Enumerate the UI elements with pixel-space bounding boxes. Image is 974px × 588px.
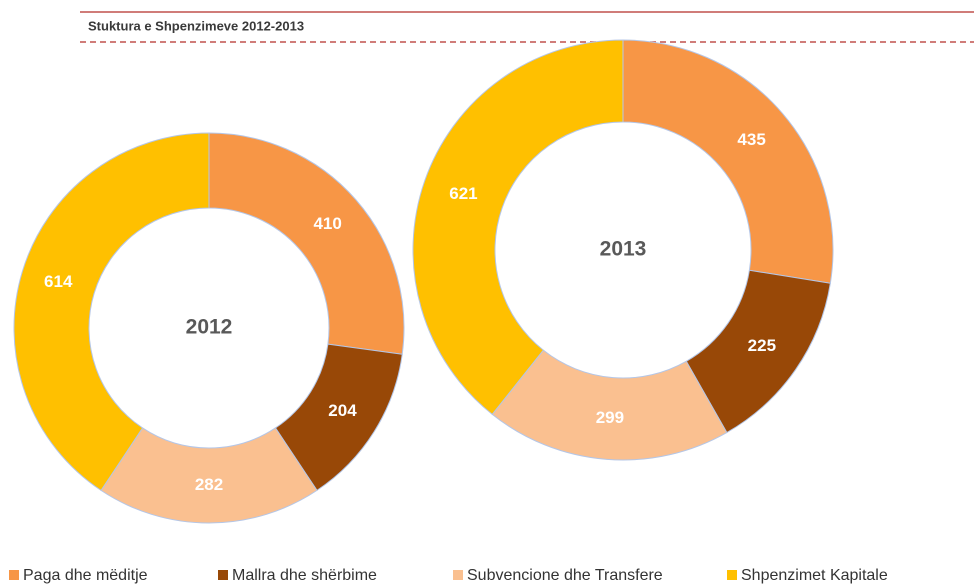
- legend-label: Subvencione dhe Transfere: [467, 567, 663, 584]
- legend-swatch: [218, 570, 228, 580]
- legend-label: Paga dhe mëditje: [23, 567, 148, 584]
- legend-swatch: [9, 570, 19, 580]
- segment-label: 204: [328, 401, 357, 420]
- center-label: 2012: [186, 316, 233, 339]
- chart-title: Stuktura e Shpenzimeve 2012-2013: [88, 18, 304, 33]
- segment-label: 614: [44, 272, 73, 291]
- segment-label: 621: [449, 184, 477, 203]
- donut-segment: [13, 132, 210, 492]
- legend-swatch: [727, 570, 737, 580]
- donut-segment: [412, 39, 624, 416]
- donut-segment: [622, 39, 834, 284]
- segment-label: 282: [195, 475, 223, 494]
- segment-label: 435: [737, 130, 765, 149]
- segment-label: 225: [748, 336, 776, 355]
- legend-label: Shpenzimet Kapitale: [741, 567, 888, 584]
- legend-label: Mallra dhe shërbime: [232, 567, 377, 584]
- legend-swatch: [453, 570, 463, 580]
- donut-segment: [208, 132, 405, 355]
- center-label: 2013: [600, 238, 647, 261]
- segment-label: 410: [313, 214, 341, 233]
- segment-label: 299: [596, 408, 624, 427]
